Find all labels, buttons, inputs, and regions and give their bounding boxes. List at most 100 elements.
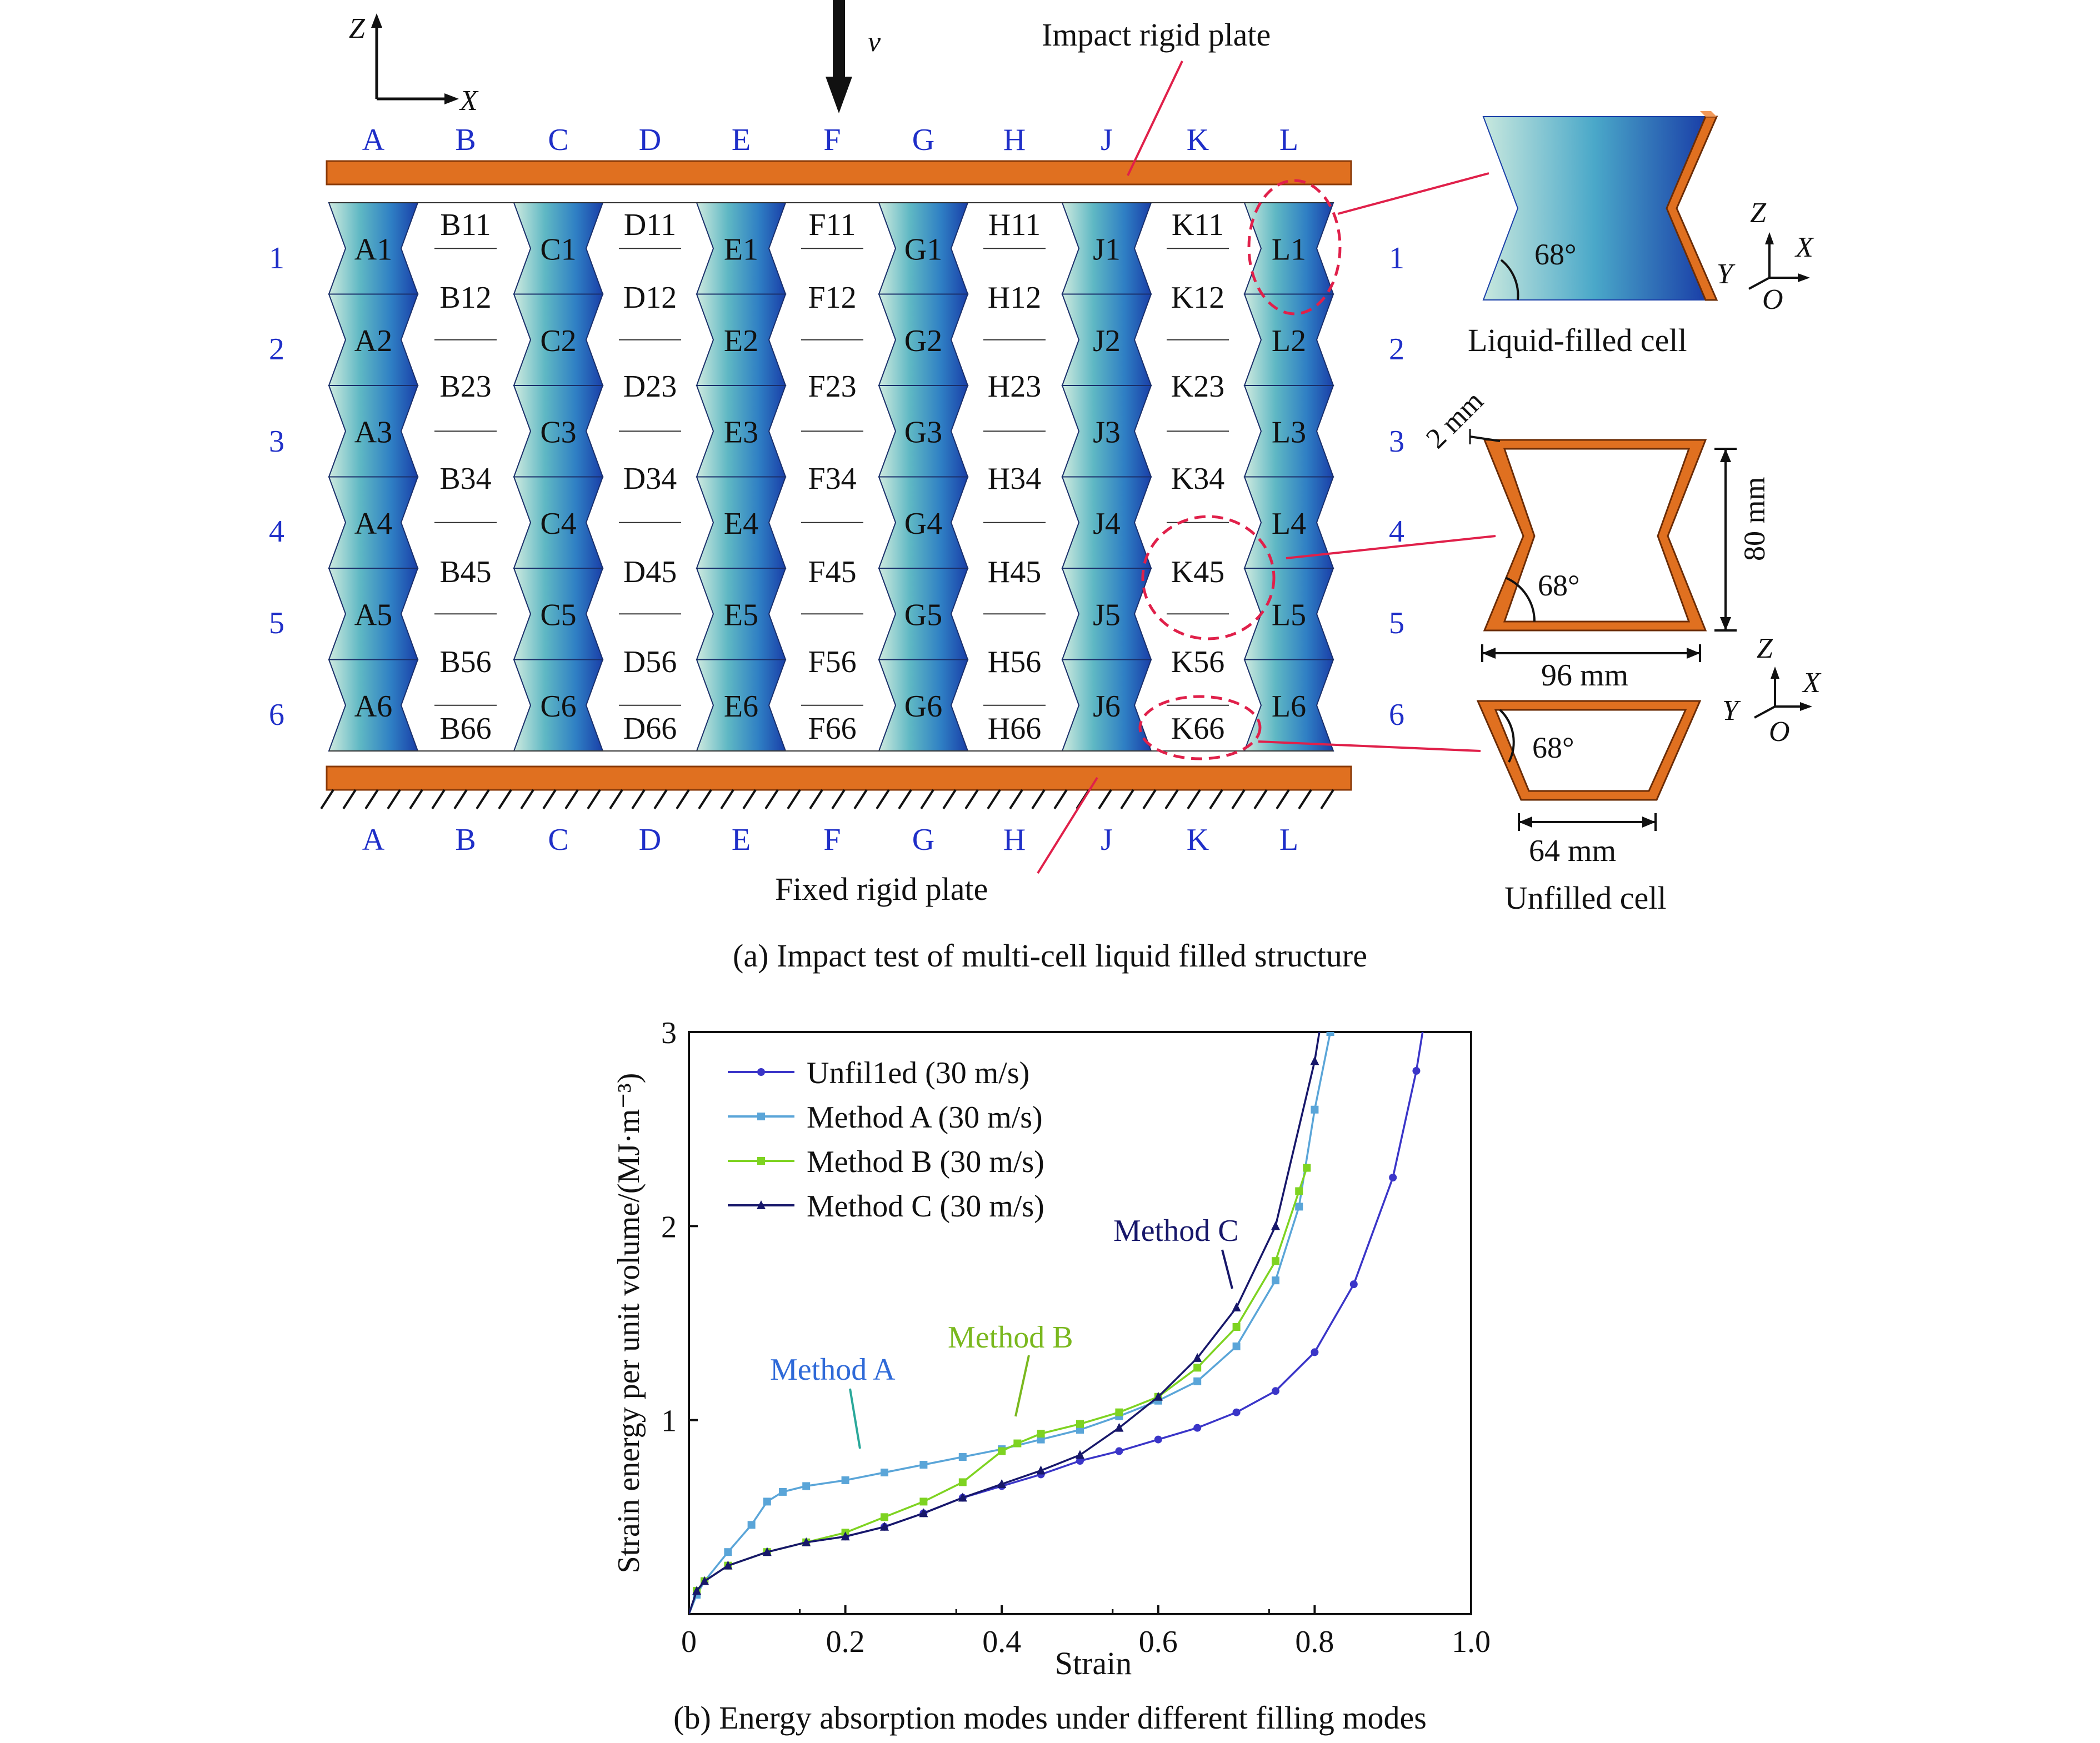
fixed-plate-label: Fixed rigid plate: [775, 871, 988, 907]
unfilled-cell-label: F66: [808, 712, 856, 746]
unfilled-cell-label: B23: [439, 369, 491, 404]
unfilled-cell-label: K56: [1171, 645, 1224, 679]
hatch-line: [1209, 789, 1223, 810]
column-label-top: E: [732, 123, 751, 157]
data-point: [1272, 1387, 1279, 1395]
series-line: [689, 1032, 1321, 1614]
hatch-line: [1231, 789, 1246, 810]
velocity-label: v: [868, 26, 881, 58]
filled-cell-label: A1: [354, 232, 392, 267]
legend-marker: [757, 1113, 765, 1120]
hatch-line: [431, 789, 446, 810]
column-label-top: B: [455, 123, 476, 157]
x-tick-label: 0.4: [982, 1625, 1021, 1659]
filled-cell-label: C3: [540, 415, 576, 449]
hatch-line: [853, 789, 868, 810]
unfilled-cell-label: H23: [988, 369, 1041, 404]
filled-cell-label: L5: [1272, 598, 1306, 632]
data-point: [881, 1468, 888, 1476]
column-label-bottom: C: [548, 823, 568, 857]
cell-array: A1 A2 A3 A4 A5 A6 C1 C2 C3 C4 C5 C6 E1 E2 E3 E4 E5 E6 G1 G2…: [327, 202, 1351, 752]
data-point: [1272, 1276, 1279, 1285]
filled-cell-label: G1: [904, 232, 942, 267]
unfilled-cell-label: K66: [1171, 712, 1224, 746]
liquid-cell-angle: 68°: [1534, 238, 1577, 271]
legend: Unfil1ed (30 m/s) Method A (30 m/s) Method…: [728, 1056, 1044, 1224]
highlight-l1: [1247, 179, 1342, 315]
data-point: [998, 1447, 1006, 1455]
unfilled-cell-label: K45: [1171, 555, 1224, 589]
data-point: [1193, 1377, 1202, 1385]
data-point: [880, 1521, 889, 1531]
data-point: [1193, 1424, 1202, 1432]
data-point: [700, 1576, 709, 1585]
data-point: [1153, 1391, 1163, 1401]
filled-cell-label: A3: [354, 415, 392, 449]
hatch-line: [787, 789, 801, 810]
series-group: [689, 1008, 1424, 1614]
data-point: [1037, 1430, 1045, 1438]
data-point: [919, 1497, 928, 1506]
filled-cell-label: L3: [1272, 415, 1306, 449]
data-point: [1295, 1203, 1303, 1211]
data-point: [958, 1478, 967, 1486]
width-96-label: 96 mm: [1541, 658, 1628, 693]
row-label-right: 4: [1389, 514, 1404, 549]
unfilled-cell-label: D23: [623, 369, 677, 404]
hatch-line: [1187, 789, 1201, 810]
row-label-right: 3: [1389, 424, 1404, 459]
impact-plate-label: Impact rigid plate: [1042, 17, 1271, 53]
hatch-line: [1164, 789, 1179, 810]
hatch-line: [498, 789, 512, 810]
data-point: [802, 1482, 811, 1490]
hatch-line: [1031, 789, 1046, 810]
leader-unfilled-cell: [1286, 535, 1496, 559]
column-label-top: J: [1101, 123, 1113, 157]
data-point: [881, 1513, 888, 1521]
hatch-line: [387, 789, 401, 810]
data-point: [1271, 1221, 1280, 1230]
row-label-right: 6: [1389, 698, 1404, 732]
column-label-top: A: [362, 123, 385, 157]
series-3: [689, 1008, 1327, 1614]
filled-cell-label: J1: [1093, 232, 1121, 267]
hatch-line: [1009, 789, 1023, 810]
leader-liquid-cell: [1337, 172, 1489, 215]
caption-b: (b) Energy absorption modes under differ…: [673, 1700, 1427, 1736]
data-point: [1115, 1408, 1123, 1416]
axis-x-label: X: [459, 85, 479, 117]
legend-marker: [757, 1068, 765, 1076]
filled-cell-label: C1: [540, 232, 576, 267]
filled-cell-label: E5: [724, 598, 758, 632]
unfilled-cell-label: D45: [623, 555, 677, 589]
data-point: [841, 1531, 850, 1541]
row-label-left: 1: [269, 241, 284, 276]
data-point: [763, 1497, 771, 1506]
hatch-line: [653, 789, 668, 810]
filled-cell-label: A6: [354, 689, 392, 724]
row-label-left: 5: [269, 606, 284, 640]
column-label-top: L: [1279, 123, 1298, 157]
y-axis-label: Strain energy per unit volume/(MJ·m⁻³): [612, 1073, 646, 1574]
unfilled-cell-label: F23: [808, 369, 856, 404]
velocity-arrow: v: [826, 0, 881, 113]
hatch-line: [698, 789, 712, 810]
annotation-method-b: Method B: [948, 1320, 1073, 1355]
hatch-line: [1120, 789, 1134, 810]
filled-cell-label: J3: [1093, 415, 1121, 449]
hatch-line: [564, 789, 579, 810]
hatch-line: [364, 789, 379, 810]
hatch-line: [1298, 789, 1312, 810]
fixed-plate-leader: [1037, 777, 1098, 874]
data-point: [1318, 1008, 1327, 1016]
unfilled-cell-label: D66: [623, 712, 677, 746]
detail1-axis-y: Y: [1717, 258, 1736, 290]
data-point: [1272, 1257, 1279, 1265]
hatch-line: [476, 789, 490, 810]
unfilled-cell-label: K23: [1171, 369, 1224, 404]
data-point: [1311, 1348, 1319, 1356]
data-point: [1115, 1447, 1123, 1455]
hatch-line: [764, 789, 779, 810]
unfilled-cell-angle: 68°: [1538, 569, 1580, 602]
